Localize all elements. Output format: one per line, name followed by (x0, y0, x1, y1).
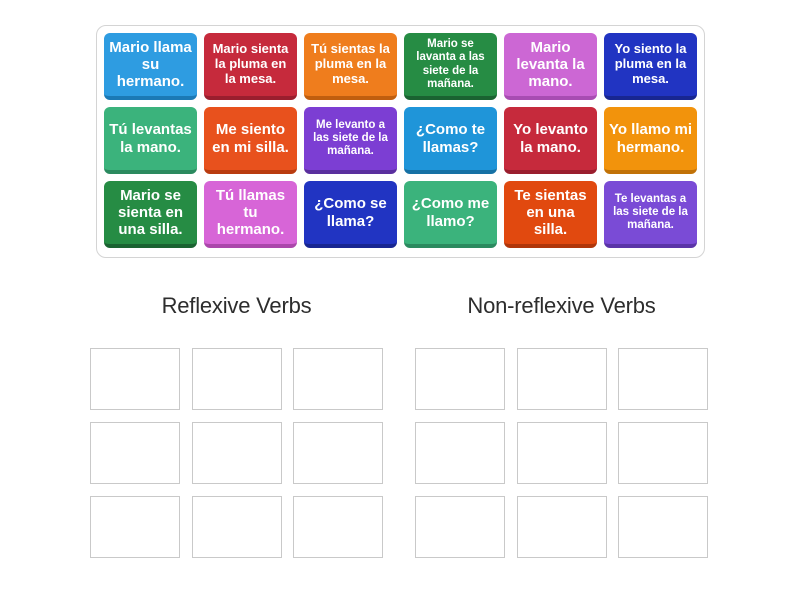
group-title: Non-reflexive Verbs (467, 293, 656, 318)
word-tile[interactable]: Mario se lavanta a las siete de la mañan… (404, 33, 497, 100)
drop-slot[interactable] (191, 348, 282, 410)
tile-tray: Mario llama su hermano. Mario sienta la p… (96, 25, 705, 258)
drop-slot[interactable] (415, 422, 505, 484)
word-tile[interactable]: Yo levanto la mano. (504, 107, 597, 174)
slot-grid (415, 348, 708, 558)
drop-slot[interactable] (191, 422, 282, 484)
word-tile[interactable]: Mario llama su hermano. (104, 33, 197, 100)
drop-slot[interactable] (191, 496, 282, 558)
drop-slot[interactable] (516, 496, 607, 558)
word-tile[interactable]: Mario levanta la mano. (504, 33, 597, 100)
word-tile[interactable]: ¿Como me llamo? (404, 181, 497, 248)
drop-slot[interactable] (293, 422, 383, 484)
drop-slot[interactable] (516, 348, 607, 410)
drop-slot[interactable] (618, 348, 708, 410)
word-tile[interactable]: Yo llamo mi hermano. (604, 107, 697, 174)
slot-grid (90, 348, 383, 558)
drop-slot[interactable] (618, 422, 708, 484)
group-reflexive: Reflexive Verbs (90, 293, 383, 558)
drop-slot[interactable] (293, 348, 383, 410)
drop-slot[interactable] (415, 348, 505, 410)
drop-slot[interactable] (415, 496, 505, 558)
word-tile[interactable]: Me levanto a las siete de la mañana. (304, 107, 397, 174)
drop-slot[interactable] (90, 348, 180, 410)
word-tile[interactable]: ¿Como se llama? (304, 181, 397, 248)
word-tile[interactable]: Mario se sienta en una silla. (104, 181, 197, 248)
group-title: Reflexive Verbs (161, 293, 312, 318)
drop-slot[interactable] (293, 496, 383, 558)
word-tile[interactable]: Tú levantas la mano. (104, 107, 197, 174)
word-tile[interactable]: Yo siento la pluma en la mesa. (604, 33, 697, 100)
word-tile[interactable]: Te sientas en una silla. (504, 181, 597, 248)
tile-grid: Mario llama su hermano. Mario sienta la p… (104, 33, 697, 250)
word-tile[interactable]: Me siento en mi silla. (204, 107, 297, 174)
drop-slot[interactable] (90, 496, 180, 558)
word-tile[interactable]: Tú llamas tu hermano. (204, 181, 297, 248)
drop-slot[interactable] (90, 422, 180, 484)
word-tile[interactable]: ¿Como te llamas? (404, 107, 497, 174)
word-tile[interactable]: Te levantas a las siete de la mañana. (604, 181, 697, 248)
word-tile[interactable]: Mario sienta la pluma en la mesa. (204, 33, 297, 100)
drop-slot[interactable] (516, 422, 607, 484)
word-tile[interactable]: Tú sientas la pluma en la mesa. (304, 33, 397, 100)
drop-slot[interactable] (618, 496, 708, 558)
group-non-reflexive: Non-reflexive Verbs (415, 293, 708, 558)
